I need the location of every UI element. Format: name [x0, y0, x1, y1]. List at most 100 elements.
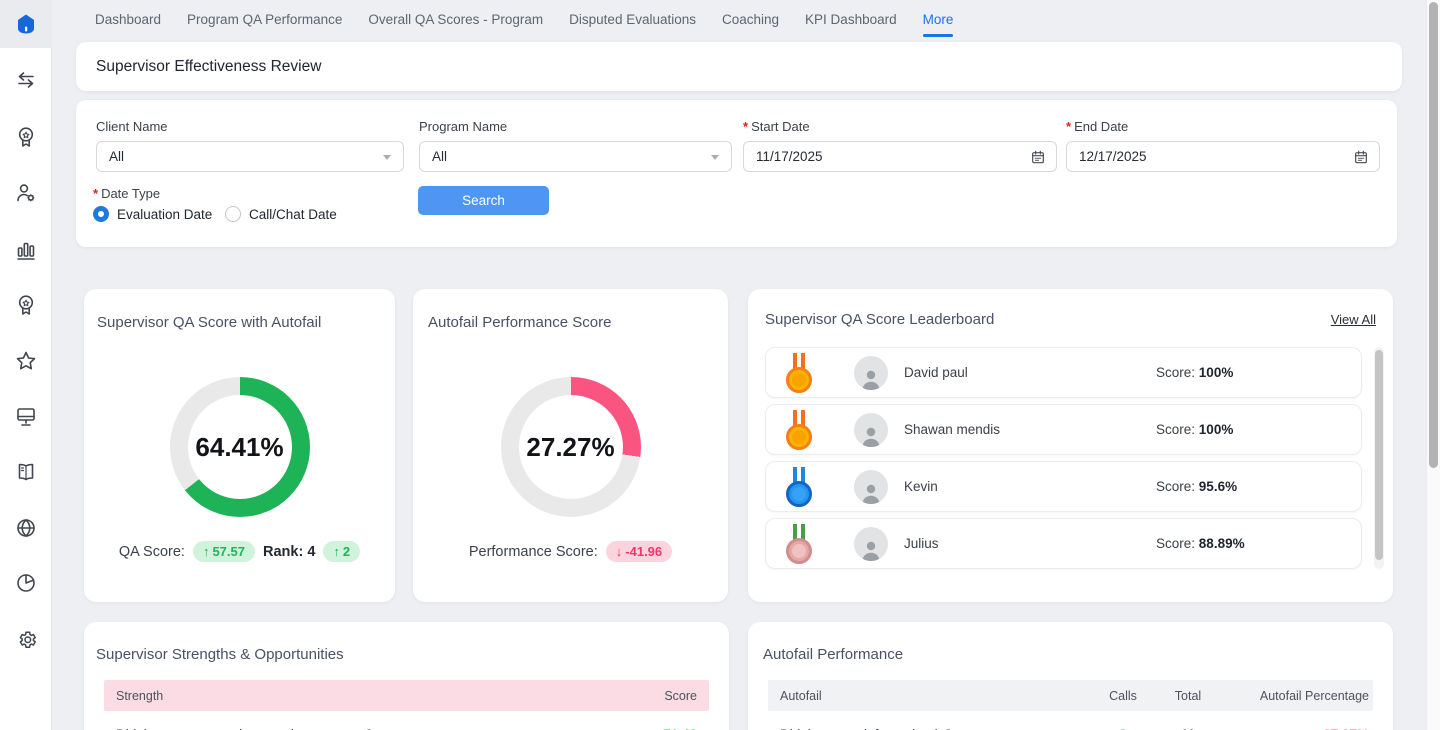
autofail-performance-title: Autofail Performance: [763, 646, 904, 663]
column-autofail: Autofail: [780, 688, 822, 703]
autofail-table-row[interactable]: Did the agent inform clearly? 3 11 27.27…: [768, 718, 1373, 730]
autofail-total: 11: [1153, 727, 1223, 730]
autofail-delta-badge: ↓ -41.96: [605, 541, 673, 562]
start-date-input[interactable]: 11/17/2025: [743, 141, 1057, 172]
qa-score-card-title: Supervisor QA Score with Autofail: [97, 314, 322, 331]
sidebar: [0, 0, 52, 730]
column-strength: Strength: [116, 688, 164, 703]
client-name-select[interactable]: All: [96, 141, 404, 172]
avatar: [854, 469, 888, 504]
avatar: [854, 355, 888, 390]
nav-tab-dashboard[interactable]: Dashboard: [95, 11, 162, 27]
strengths-table-header: Strength Score: [104, 680, 709, 711]
required-marker: *: [1066, 119, 1072, 134]
leaderboard-row[interactable]: Shawan mendis Score: 100%: [765, 404, 1362, 455]
qa-score-footer: QA Score: ↑ 57.57 Rank: 4 ↑ 2: [84, 541, 395, 562]
gold-medal-icon: [786, 409, 812, 450]
end-date-input[interactable]: 12/17/2025: [1066, 141, 1380, 172]
nav-tab-program-qa-performance[interactable]: Program QA Performance: [187, 11, 343, 27]
strengths-table-row[interactable]: Did the agent properly greet the custome…: [104, 718, 709, 730]
autofail-percent: 27.27%: [526, 431, 615, 462]
strengths-card: Supervisor Strengths & Opportunities Str…: [84, 622, 729, 730]
radio-evaluation-date-label: Evaluation Date: [117, 206, 213, 222]
qa-score-delta-badge: ↑ 57.57: [192, 541, 255, 562]
end-date-value: 12/17/2025: [1079, 149, 1147, 164]
filter-panel: Client Name All Program Name All * Start …: [76, 100, 1397, 247]
chevron-down-icon: [383, 155, 391, 160]
nav-tab-disputed-evaluations[interactable]: Disputed Evaluations: [569, 11, 696, 27]
page-scrollbar-thumb[interactable]: [1429, 2, 1438, 468]
leaderboard-name: David paul: [904, 365, 968, 380]
column-score: Score: [664, 688, 697, 703]
calendar-icon[interactable]: [1030, 149, 1046, 165]
view-all-link[interactable]: View All: [1330, 312, 1376, 327]
star-icon[interactable]: [14, 349, 38, 373]
avatar: [854, 526, 888, 561]
qa-score-footer-label: QA Score:: [118, 543, 185, 560]
globe-icon[interactable]: [14, 516, 38, 540]
arrow-down-icon: ↓: [615, 544, 623, 559]
leaderboard-scrollbar-thumb[interactable]: [1375, 350, 1383, 560]
required-marker: *: [743, 119, 749, 134]
chevron-down-icon: [711, 155, 719, 160]
qa-score-card: Supervisor QA Score with Autofail 64.41%…: [84, 289, 395, 602]
nav-tab-more[interactable]: More: [922, 11, 954, 37]
required-marker: *: [93, 186, 99, 201]
radio-call-chat-date[interactable]: Call/Chat Date: [225, 206, 337, 222]
user-gear-icon[interactable]: [14, 181, 38, 205]
leaderboard-row[interactable]: David paul Score: 100%: [765, 347, 1362, 398]
bronze-medal-icon: [786, 523, 812, 564]
autofail-calls: 3: [1093, 727, 1153, 730]
nav-tab-kpi-dashboard[interactable]: KPI Dashboard: [805, 11, 897, 27]
book-icon[interactable]: [14, 460, 38, 484]
autofail-table-header: Autofail Calls Total Autofail Percentage: [768, 680, 1373, 711]
pie-chart-icon[interactable]: [14, 571, 38, 595]
leaderboard-score: Score: 100%: [1156, 422, 1234, 437]
program-name-value: All: [432, 149, 448, 164]
leaderboard-card: Supervisor QA Score Leaderboard View All…: [748, 289, 1393, 602]
search-button[interactable]: Search: [418, 186, 549, 215]
start-date-value: 11/17/2025: [756, 149, 823, 164]
calendar-icon[interactable]: [1353, 149, 1369, 165]
autofail-percentage: 27.27%: [1223, 727, 1373, 730]
settings-icon[interactable]: [14, 627, 38, 651]
home-shield-logo-icon: [18, 14, 34, 34]
program-name-select[interactable]: All: [419, 141, 732, 172]
client-name-label: Client Name: [96, 119, 168, 134]
leaderboard-header: Supervisor QA Score Leaderboard View All: [765, 311, 1376, 328]
top-navigation: Dashboard Program QA Performance Overall…: [95, 0, 953, 38]
gold-medal-icon: [786, 352, 812, 393]
qa-score-percent: 64.41%: [195, 431, 284, 462]
column-total: Total: [1174, 688, 1202, 703]
strength-score: 71.43: [649, 727, 709, 730]
autofail-score-card-title: Autofail Performance Score: [428, 314, 612, 331]
leaderboard-name: Shawan mendis: [904, 422, 1001, 437]
nav-tab-coaching[interactable]: Coaching: [722, 11, 780, 27]
date-type-label: * Date Type: [93, 186, 161, 201]
arrow-up-icon: ↑: [333, 544, 340, 559]
radio-unselected-icon[interactable]: [225, 206, 241, 222]
qa-score-donut: 64.41%: [169, 377, 310, 517]
leaderboard-score: Score: 95.6%: [1156, 479, 1238, 494]
app-logo[interactable]: [0, 0, 52, 48]
radio-call-chat-date-label: Call/Chat Date: [249, 206, 337, 222]
column-calls: Calls: [1109, 688, 1137, 703]
radio-evaluation-date[interactable]: Evaluation Date: [93, 206, 212, 222]
radio-selected-icon[interactable]: [93, 206, 109, 222]
leaderboard-row[interactable]: Julius Score: 88.89%: [765, 518, 1362, 569]
bar-chart-icon[interactable]: [14, 238, 38, 262]
strength-question: Did the agent properly greet the custome…: [104, 727, 649, 730]
monitor-icon[interactable]: [14, 404, 38, 428]
leaderboard-row[interactable]: Kevin Score: 95.6%: [765, 461, 1362, 512]
autofail-donut-chart: 27.27%: [500, 377, 641, 517]
badge-icon[interactable]: [14, 125, 38, 149]
autofail-donut: 27.27%: [500, 377, 641, 517]
qa-score-rank: Rank: 4: [263, 543, 316, 560]
swap-icon[interactable]: [14, 68, 38, 92]
page-scrollbar[interactable]: [1426, 0, 1440, 730]
leaderboard-name: Kevin: [904, 479, 938, 494]
leaderboard-scrollbar[interactable]: [1374, 347, 1384, 569]
badge-icon[interactable]: [14, 293, 38, 317]
nav-tab-overall-qa-scores[interactable]: Overall QA Scores - Program: [368, 11, 544, 27]
leaderboard-title: Supervisor QA Score Leaderboard: [765, 311, 995, 328]
